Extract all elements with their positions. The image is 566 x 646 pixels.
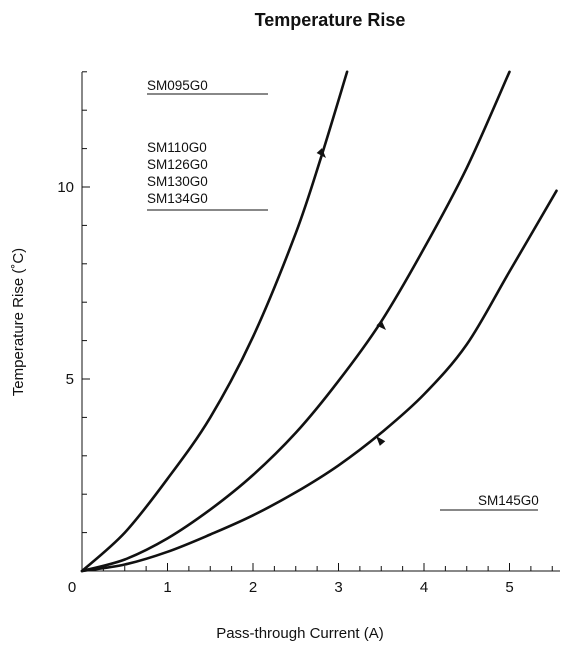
curve-sm110-134g0 (80, 70, 511, 573)
chart-title: Temperature Rise (255, 10, 406, 30)
series-label: SM134G0 (147, 191, 208, 206)
labels-layer: SM095G0 SM110G0 SM126G0 SM130G0 SM134G0 SM145… (147, 78, 539, 508)
leaders-layer (147, 93, 538, 511)
x-tick-label: 5 (505, 579, 513, 596)
curve-sm095g0 (80, 70, 349, 573)
leader-sm110-134g0-arrow (376, 320, 386, 330)
series-label: SM145G0 (478, 493, 539, 508)
x-tick-label: 1 (163, 579, 171, 596)
series-label: SM095G0 (147, 78, 208, 93)
x-tick-label: 3 (334, 579, 342, 596)
x-axis-label: Pass-through Current (A) (216, 625, 384, 642)
leader-sm095g0-arrow (316, 148, 326, 158)
curves-layer (80, 70, 558, 573)
y-tick-label: 5 (66, 371, 74, 388)
y-tick-label: 10 (57, 179, 74, 196)
series-label: SM110G0 (147, 140, 207, 155)
x-tick-label: 4 (420, 579, 428, 596)
ticks-layer: 0 1 2 3 4 5 5 10 (57, 71, 553, 596)
x-tick-label: 0 (68, 579, 76, 596)
curve-sm145g0 (80, 189, 558, 573)
x-tick-label: 2 (249, 579, 257, 596)
y-axis-label: Temperature Rise (˚C) (10, 248, 27, 396)
series-label: SM126G0 (147, 157, 208, 172)
leader-sm145g0-arrow (376, 436, 386, 446)
series-label: SM130G0 (147, 174, 208, 189)
